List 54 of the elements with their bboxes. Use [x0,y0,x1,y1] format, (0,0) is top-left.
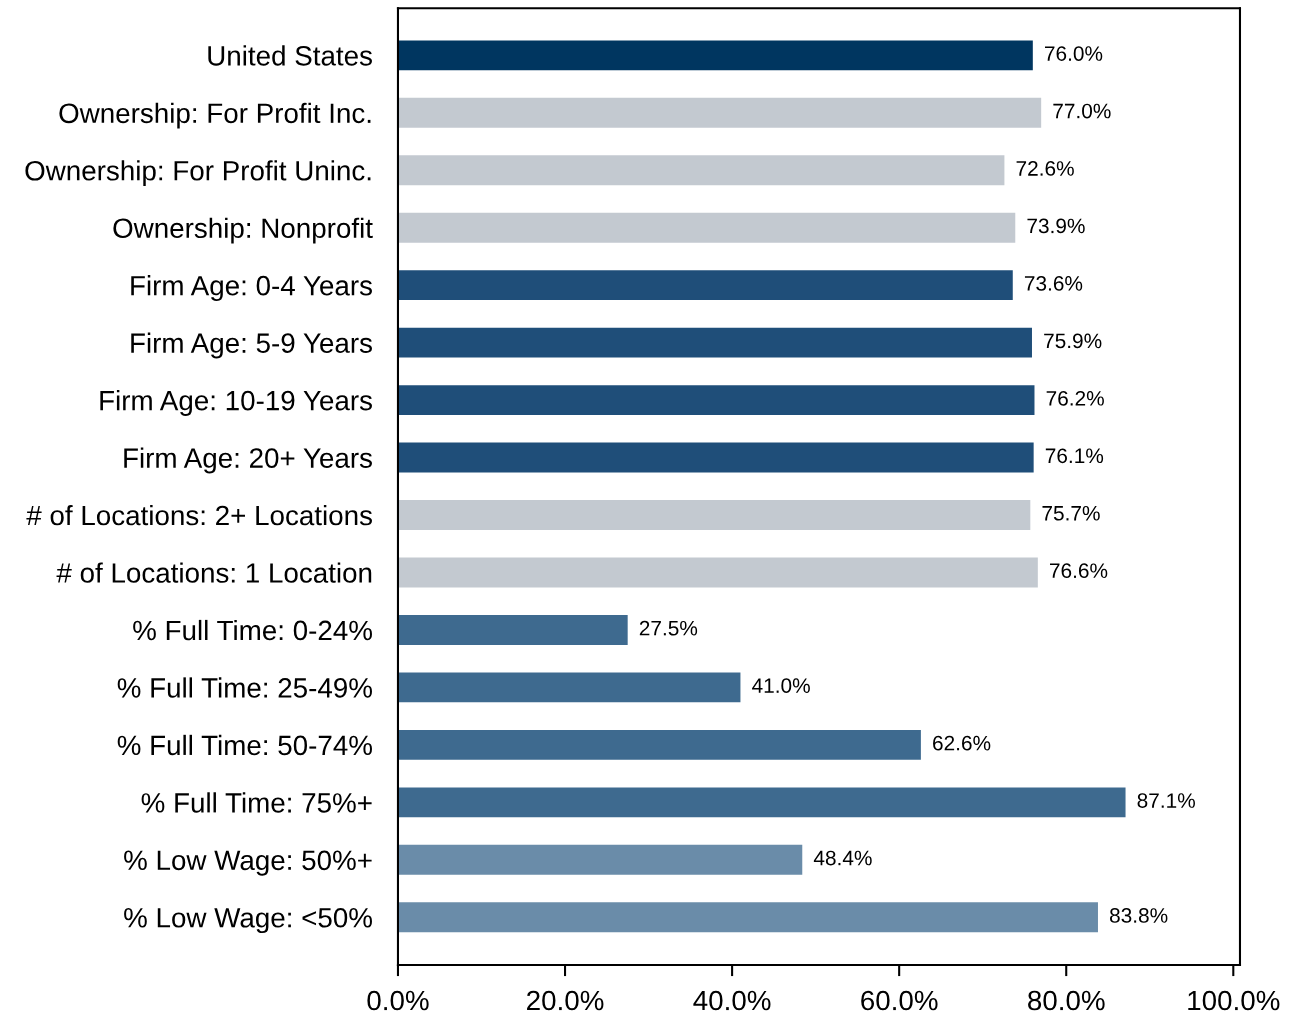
y-tick-label: % Full Time: 75%+ [141,792,372,813]
bar [397,902,1098,933]
x-tick-label: 80.0% [1028,990,1105,1011]
y-tick-label: Ownership: For Profit Uninc. [25,160,371,187]
bar [397,40,1033,71]
y-tick-label: % Full Time: 0-24% [133,619,372,641]
y-tick-label: Firm Age: 5-9 Years [131,332,372,359]
data-label: 75.7% [1042,505,1100,521]
data-label: 76.1% [1045,448,1104,464]
y-tick-label: % Low Wage: <50% [124,907,372,934]
data-label: 87.1% [1137,793,1195,808]
bar [397,327,1032,358]
data-label: 48.4% [813,850,872,866]
data-label: 77.0% [1053,103,1111,119]
data-label: 27.5% [639,620,698,636]
data-label: 83.8% [1109,908,1168,923]
bar [397,729,921,760]
x-tick-label: 60.0% [861,990,938,1011]
data-label: 76.2% [1046,390,1104,406]
bar [397,844,803,875]
bar [397,557,1038,588]
bar [397,385,1035,416]
bar [397,270,1013,301]
bar [397,615,628,645]
bar [397,155,1005,186]
x-tick-label: 0.0% [367,990,429,1011]
x-tick-label: 20.0% [527,990,604,1011]
y-tick-label: Firm Age: 0-4 Years [131,275,372,301]
data-label: 73.6% [1024,276,1083,291]
y-tick-label: # of Locations: 2+ Locations [26,504,372,526]
x-tick-label: 40.0% [693,990,771,1011]
data-label: 76.6% [1050,563,1108,579]
y-tick-label: Firm Age: 20+ Years [124,447,372,474]
y-tick-label: Firm Age: 10-19 Years [100,390,372,416]
y-tick-label: # of Locations: 1 Location [56,562,372,583]
bar [397,787,1126,818]
y-tick-label: United States [208,45,372,66]
data-label: 41.0% [752,678,810,693]
data-label: 76.0% [1045,46,1103,61]
data-label: 72.6% [1016,161,1074,176]
bar [397,672,741,703]
x-tick-label: 100.0% [1188,990,1280,1011]
data-label: 73.9% [1027,218,1085,234]
y-tick-label: Ownership: Nonprofit [113,217,373,244]
data-label: 75.9% [1044,333,1102,349]
data-label: 62.6% [933,735,991,751]
y-tick-label: Ownership: For Profit Inc. [59,102,371,129]
bar [397,500,1031,530]
bar [397,212,1016,243]
y-tick-label: % Full Time: 50-74% [117,734,372,756]
bar [397,97,1042,128]
y-tick-label: % Low Wage: 50%+ [124,850,372,876]
bar [397,442,1034,473]
y-tick-label: % Full Time: 25-49% [117,677,372,698]
